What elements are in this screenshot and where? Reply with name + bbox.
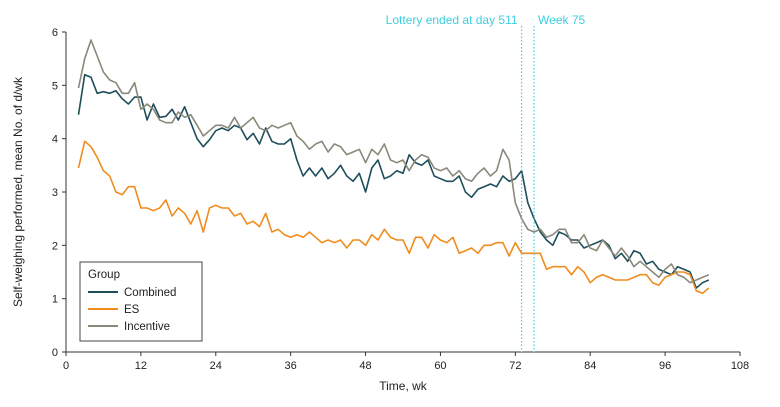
legend-label: ES	[124, 304, 140, 316]
y-axis: 0 1 2 3 4 5 6	[52, 27, 66, 359]
x-tick-label: 24	[210, 360, 222, 372]
x-tick-label: 96	[659, 360, 671, 372]
annotation-label: Week 75	[538, 13, 585, 27]
y-tick-label: 4	[52, 134, 58, 146]
x-tick-label: 0	[63, 360, 69, 372]
y-tick-label: 0	[52, 347, 58, 359]
annotation-label: Lottery ended at day 511	[386, 13, 518, 27]
x-tick-label: 60	[434, 360, 446, 372]
legend-title: Group	[88, 269, 120, 281]
legend-label: Combined	[124, 287, 176, 299]
x-tick-label: 12	[135, 360, 147, 372]
x-axis-title: Time, wk	[379, 379, 428, 393]
x-tick-label: 108	[731, 360, 749, 372]
y-tick-label: 1	[52, 294, 58, 306]
legend-label: Incentive	[124, 321, 170, 333]
legend: Group Combined ES Incentive	[79, 261, 203, 342]
legend-entries: Combined ES Incentive	[88, 287, 176, 333]
y-axis-title: Self-weighing performed, mean No. of d/w…	[11, 76, 25, 307]
legend-box	[79, 261, 203, 342]
series-lines	[77, 39, 710, 295]
series-line-incentive	[77, 39, 710, 284]
y-tick-label: 3	[52, 187, 58, 199]
y-tick-label: 5	[52, 80, 58, 92]
x-tick-label: 72	[509, 360, 521, 372]
series-line-es	[77, 140, 710, 295]
y-tick-label: 6	[52, 27, 58, 39]
x-tick-label: 84	[584, 360, 596, 372]
annotations: Lottery ended at day 511 Week 75	[386, 13, 586, 352]
y-tick-label: 2	[52, 240, 58, 252]
x-axis: 0 12 24 36 48 60 72 84 96 108	[63, 352, 749, 372]
x-tick-label: 48	[359, 360, 371, 372]
x-tick-label: 36	[285, 360, 297, 372]
